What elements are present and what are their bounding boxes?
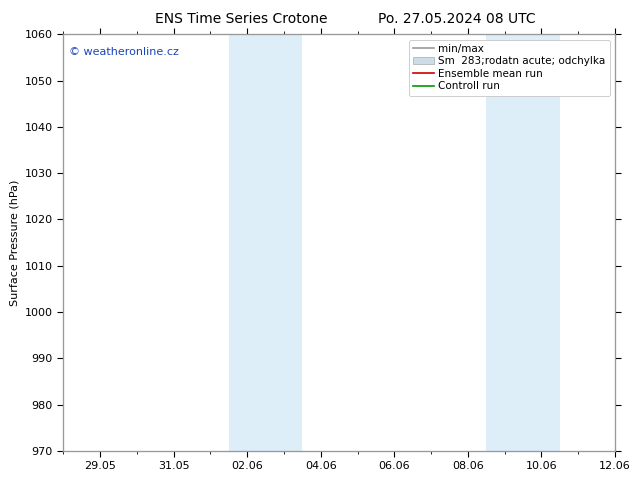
Text: Po. 27.05.2024 08 UTC: Po. 27.05.2024 08 UTC — [378, 12, 535, 26]
Text: © weatheronline.cz: © weatheronline.cz — [69, 47, 179, 57]
Bar — [486, 34, 560, 451]
Y-axis label: Surface Pressure (hPa): Surface Pressure (hPa) — [10, 179, 19, 306]
Bar — [229, 34, 302, 451]
Text: ENS Time Series Crotone: ENS Time Series Crotone — [155, 12, 327, 26]
Legend: min/max, Sm  283;rodatn acute; odchylka, Ensemble mean run, Controll run: min/max, Sm 283;rodatn acute; odchylka, … — [409, 40, 610, 96]
